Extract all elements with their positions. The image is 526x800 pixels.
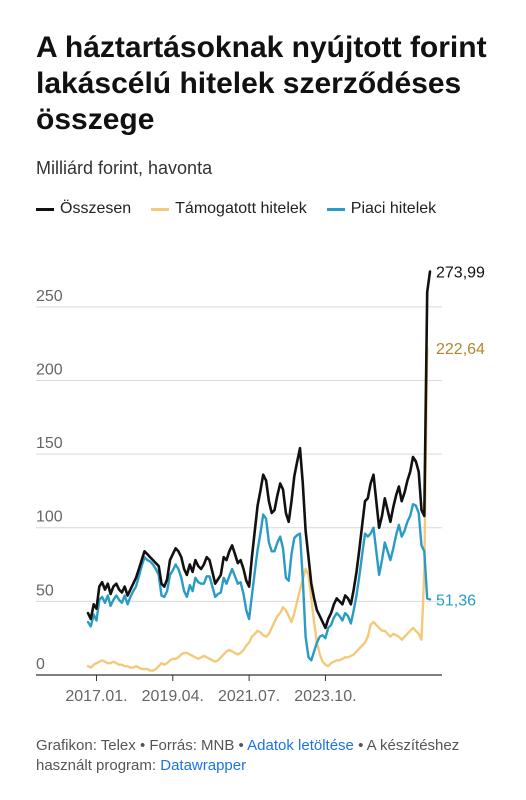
y-tick-label: 200: [36, 361, 63, 378]
legend-item-subsidized[interactable]: Támogatott hitelek: [151, 200, 307, 218]
legend-item-market[interactable]: Piaci hitelek: [326, 200, 437, 218]
legend-swatch-subsidized: [151, 207, 170, 211]
y-tick-label: 50: [36, 582, 54, 599]
series-line-market: [86, 503, 432, 662]
legend-label-market: Piaci hitelek: [350, 200, 437, 217]
chart-subtitle: Milliárd forint, havonta: [36, 158, 213, 178]
series-line-total: [86, 270, 432, 630]
end-label-total: 273,99: [436, 264, 485, 281]
end-label-subsidized: 222,64: [436, 341, 485, 358]
footer-separator: •: [234, 737, 248, 754]
end-label-market: 51,36: [436, 592, 476, 609]
x-axis: 2017.01. 2019.04. 2021.07. 2023.10.: [65, 675, 357, 705]
legend-label-total: Összesen: [60, 200, 132, 217]
y-tick-label: 150: [36, 435, 63, 452]
end-labels: 273,99 222,64 51,36: [436, 264, 485, 609]
x-tick-label: 2021.07.: [218, 688, 280, 705]
series-line-subsidized: [86, 346, 429, 672]
download-data-link[interactable]: Adatok letöltése: [247, 737, 354, 754]
datawrapper-link[interactable]: Datawrapper: [160, 757, 247, 774]
legend-swatch-market: [326, 207, 345, 211]
footer-source: Forrás: MNB: [149, 737, 235, 754]
y-axis: 0 50 100 150 200 250: [36, 288, 63, 673]
footer-made-with: A készítéshez használt program:: [36, 737, 460, 774]
x-tick-label: 2017.01.: [65, 688, 127, 705]
footer-separator: •: [135, 737, 150, 754]
series-lines: [86, 270, 432, 672]
chart-title: A háztartásoknak nyújtott forint lakáscé…: [36, 31, 487, 136]
y-tick-label: 250: [36, 288, 63, 305]
legend-label-subsidized: Támogatott hitelek: [175, 200, 307, 217]
footer: Grafikon: Telex • Forrás: MNB • Adatok l…: [36, 736, 496, 776]
legend: Összesen Támogatott hitelek Piaci hitele…: [36, 200, 506, 218]
y-tick-label: 0: [36, 656, 45, 673]
x-tick-label: 2023.10.: [294, 688, 356, 705]
legend-item-total[interactable]: Összesen: [36, 200, 131, 218]
x-tick-label: 2019.04.: [142, 688, 204, 705]
line-chart: 0 50 100 150 200 250 2017.01. 2019.04. 2021.07.…: [36, 264, 485, 705]
footer-credit: Grafikon: Telex: [36, 737, 136, 754]
footer-separator: •: [353, 737, 367, 754]
legend-swatch-total: [36, 207, 54, 211]
y-tick-label: 100: [36, 509, 63, 526]
